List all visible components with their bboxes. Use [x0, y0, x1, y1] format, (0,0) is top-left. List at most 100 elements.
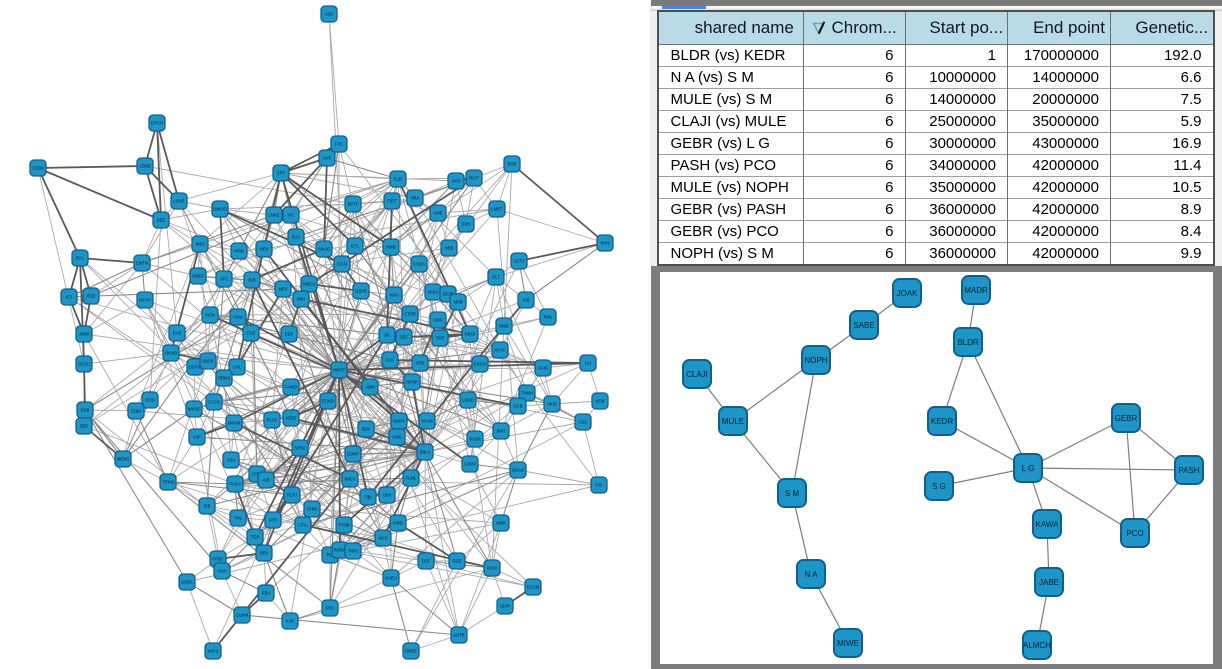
svg-text:NFNP: NFNP [406, 380, 418, 385]
svg-text:HCN: HCN [205, 313, 214, 318]
svg-text:EGM: EGM [131, 409, 141, 414]
svg-text:GVEU: GVEU [385, 576, 397, 581]
svg-text:WICV: WICV [345, 477, 356, 482]
svg-text:RPA: RPA [260, 551, 269, 556]
svg-text:LTAL: LTAL [298, 523, 308, 528]
svg-text:BDK: BDK [362, 427, 371, 432]
svg-text:CLI: CLI [585, 361, 592, 366]
svg-text:OBI: OBI [364, 495, 371, 500]
svg-text:ECKD: ECKD [322, 399, 334, 404]
svg-text:N A: N A [805, 570, 819, 579]
svg-text:L G: L G [1022, 464, 1035, 473]
svg-text:BMT: BMT [497, 429, 506, 434]
svg-text:SKIR: SKIR [500, 604, 510, 609]
svg-text:GSHE: GSHE [355, 289, 367, 294]
svg-text:S M: S M [785, 489, 800, 498]
svg-text:AKID: AKID [547, 402, 557, 407]
svg-text:LPSP: LPSP [252, 472, 263, 477]
svg-text:WJJH: WJJH [469, 437, 480, 442]
svg-text:TVWH: TVWH [521, 391, 533, 396]
svg-text:FUK: FUK [386, 358, 395, 363]
svg-text:KFM: KFM [596, 399, 605, 404]
svg-text:AHB: AHB [434, 211, 443, 216]
svg-text:EWD: EWD [393, 521, 403, 526]
svg-text:COJJ: COJJ [337, 262, 347, 267]
svg-text:JNH: JNH [297, 297, 305, 302]
svg-text:FPL: FPL [335, 142, 343, 147]
svg-text:FPBC: FPBC [212, 557, 223, 562]
svg-text:EKCH: EKCH [474, 362, 486, 367]
svg-text:AUTR: AUTR [453, 633, 464, 638]
svg-text:SUU: SUU [292, 235, 301, 240]
svg-text:UUPA: UUPA [393, 419, 405, 424]
svg-text:ATC: ATC [220, 277, 228, 282]
svg-text:CHL: CHL [233, 365, 242, 370]
svg-text:SVN: SVN [462, 222, 471, 227]
svg-text:UVF: UVF [323, 156, 332, 161]
svg-text:JOAK: JOAK [897, 289, 919, 298]
svg-text:JIK: JIK [384, 333, 390, 338]
svg-text:MJV: MJV [196, 242, 205, 247]
svg-text:DHW: DHW [307, 507, 317, 512]
svg-text:OIHI: OIHI [383, 493, 392, 498]
svg-text:RCIT: RCIT [469, 176, 479, 181]
svg-text:POR: POR [507, 162, 516, 167]
svg-text:GEBR: GEBR [1115, 414, 1138, 423]
svg-text:FLGF: FLGF [267, 418, 278, 423]
svg-text:KCCM: KCCM [527, 585, 540, 590]
svg-text:HWTF: HWTF [333, 368, 346, 373]
svg-text:KAWA: KAWA [1036, 520, 1060, 529]
svg-text:OLT: OLT [492, 275, 500, 280]
svg-text:DAB: DAB [81, 408, 90, 413]
svg-text:TML: TML [234, 516, 243, 521]
svg-text:FAKU: FAKU [230, 482, 241, 487]
svg-text:UBGK: UBGK [202, 359, 214, 364]
svg-text:KKOI: KKOI [465, 332, 475, 337]
svg-text:EDF: EDF [285, 332, 294, 337]
svg-text:CDDK: CDDK [32, 166, 44, 171]
svg-text:TED: TED [326, 553, 334, 558]
svg-text:EMTN: EMTN [136, 261, 148, 266]
svg-text:AIB: AIB [263, 478, 270, 483]
svg-text:VMC: VMC [433, 318, 442, 323]
svg-text:BPTF: BPTF [348, 202, 359, 207]
svg-text:VSA: VSA [227, 458, 236, 463]
svg-text:KFVC: KFVC [494, 348, 505, 353]
svg-text:CTDR: CTDR [404, 312, 416, 317]
svg-text:ALMCH: ALMCH [1023, 641, 1051, 650]
svg-text:PASH: PASH [1178, 466, 1199, 475]
svg-text:RNL: RNL [544, 315, 553, 320]
svg-text:UWOG: UWOG [213, 207, 227, 212]
svg-text:OCB: OCB [513, 404, 522, 409]
svg-text:GDAG: GDAG [512, 468, 524, 473]
svg-text:MTVV: MTVV [139, 298, 151, 303]
svg-text:DOD: DOD [145, 398, 154, 403]
svg-text:VJP: VJP [193, 435, 201, 440]
svg-text:NWE: NWE [499, 324, 509, 329]
svg-text:AWJG: AWJG [318, 247, 330, 252]
svg-text:OBF: OBF [80, 424, 89, 429]
svg-text:JJEF: JJEF [399, 335, 409, 340]
svg-text:DNEE: DNEE [405, 649, 417, 654]
svg-text:AKN: AKN [452, 179, 461, 184]
svg-text:AKD: AKD [325, 12, 334, 17]
svg-text:THPJ: THPJ [348, 549, 358, 554]
svg-text:GGE: GGE [452, 559, 462, 564]
svg-text:ABM: ABM [365, 385, 375, 390]
svg-text:NAH: NAH [390, 293, 399, 298]
svg-text:CACG: CACG [208, 400, 220, 405]
svg-text:S G: S G [932, 482, 946, 491]
svg-text:CLWM: CLWM [236, 613, 249, 618]
svg-text:FNV: FNV [326, 606, 335, 611]
svg-text:JABE: JABE [1039, 578, 1059, 587]
svg-text:KHN: KHN [601, 241, 610, 246]
svg-text:WVVC: WVVC [188, 407, 201, 412]
svg-text:RAL: RAL [76, 256, 85, 261]
svg-text:RLTH: RLTH [287, 493, 298, 498]
svg-text:OAIG: OAIG [538, 366, 548, 371]
svg-text:JWW: JWW [79, 332, 89, 337]
svg-text:DED: DED [157, 218, 166, 223]
svg-text:MPAM: MPAM [228, 421, 241, 426]
svg-text:FLML: FLML [406, 476, 417, 481]
svg-text:VJC: VJC [595, 483, 603, 488]
